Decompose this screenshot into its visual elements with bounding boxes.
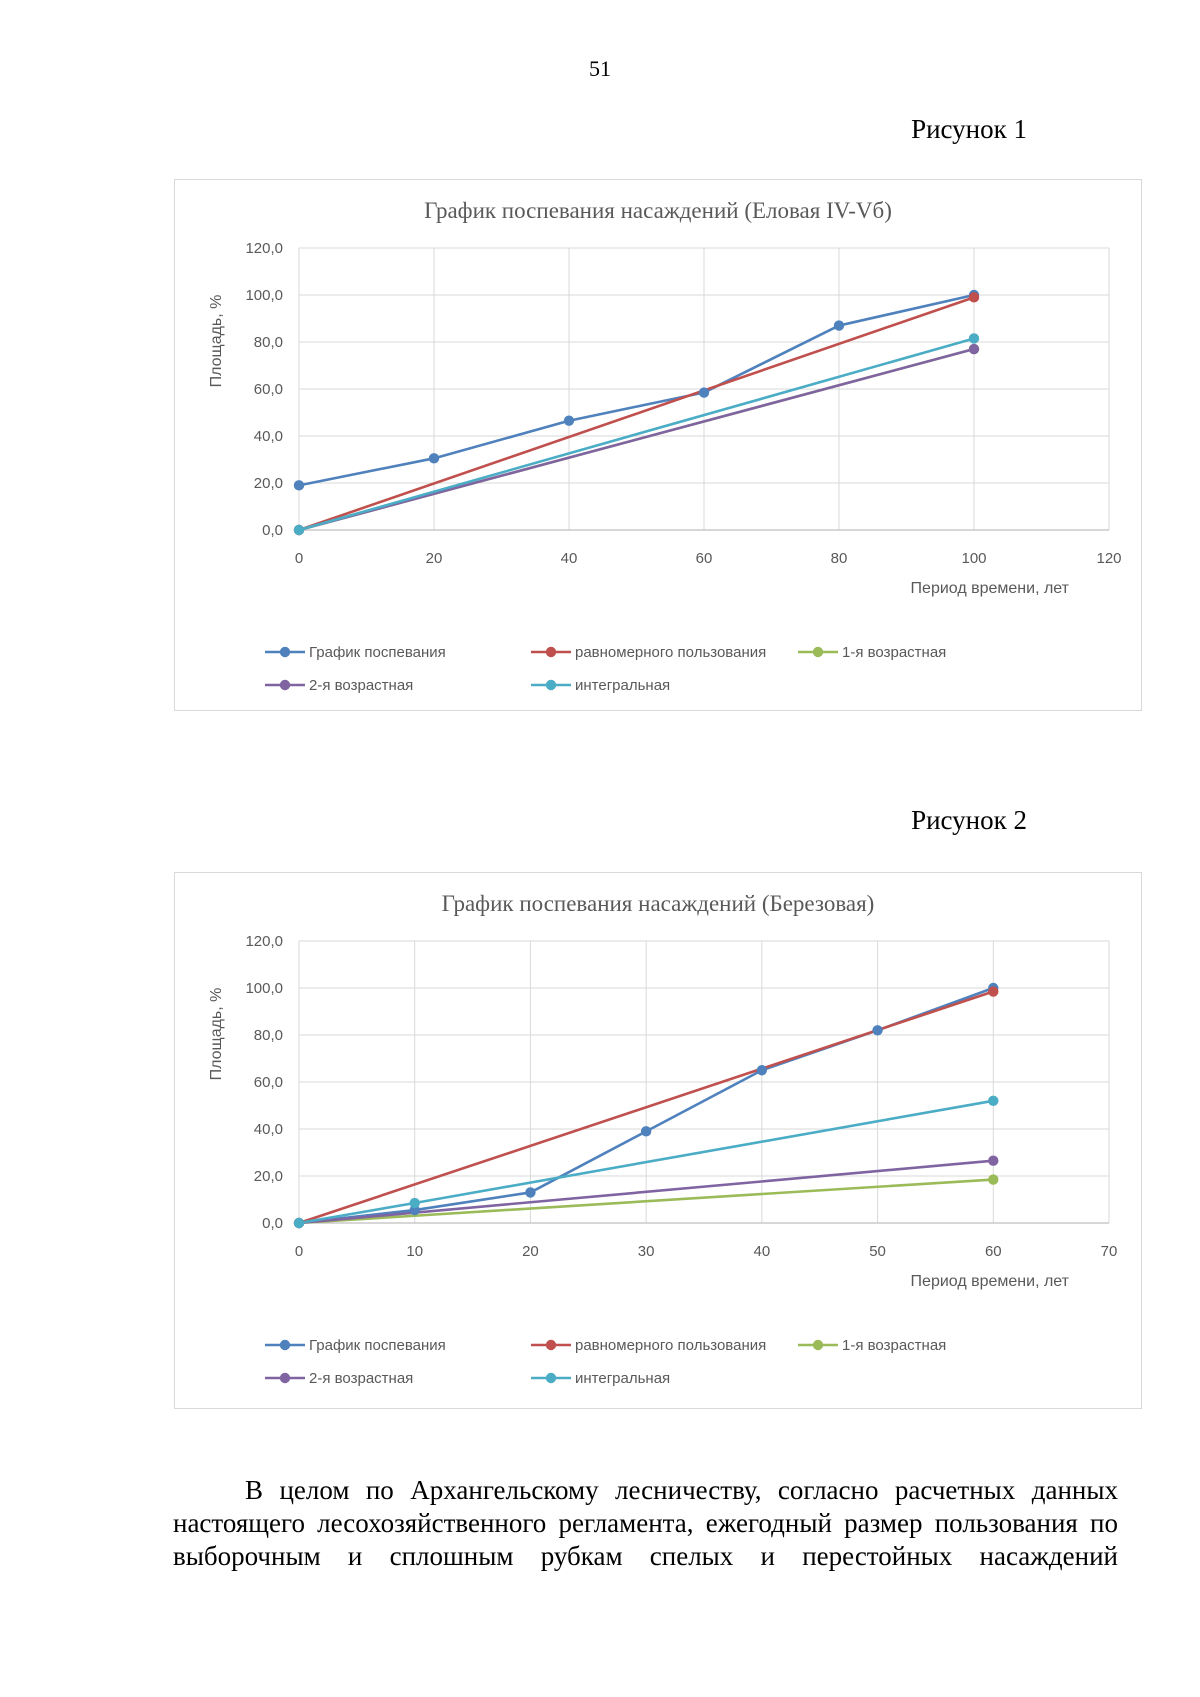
chart-2: График поспевания насаждений (Березовая)… xyxy=(174,872,1142,1409)
y-tick-label: 40,0 xyxy=(254,1121,283,1138)
y-tick-label: 100,0 xyxy=(245,287,283,304)
x-tick-label: 100 xyxy=(961,550,986,567)
x-tick-label: 80 xyxy=(831,550,848,567)
data-point-series-1 xyxy=(428,453,440,464)
legend-marker xyxy=(279,679,291,691)
series-line-3 xyxy=(297,1178,995,1225)
legend-item: 2-я возрастная xyxy=(265,677,413,694)
data-point-series-1 xyxy=(872,1025,883,1036)
legend-item: 1-я возрастная xyxy=(798,1337,946,1354)
x-tick-label: 70 xyxy=(1101,1243,1118,1260)
data-point-series-5 xyxy=(293,524,305,536)
y-tick-label: 120,0 xyxy=(245,933,283,950)
y-tick-label: 20,0 xyxy=(254,1168,283,1185)
data-point-series-2 xyxy=(968,292,980,303)
legend-label: 2-я возрастная xyxy=(309,1370,413,1387)
data-point-series-1 xyxy=(293,480,305,491)
legend-marker xyxy=(545,1372,557,1384)
data-point-series-3 xyxy=(988,1174,999,1185)
y-tick-label: 20,0 xyxy=(254,475,283,492)
data-point-series-1 xyxy=(756,1065,768,1076)
x-tick-label: 120 xyxy=(1096,550,1121,567)
y-tick-label: 60,0 xyxy=(254,1074,283,1091)
y-tick-label: 60,0 xyxy=(254,381,283,398)
legend-item: интегральная xyxy=(531,677,670,694)
legend-item: равномерного пользования xyxy=(531,644,766,661)
data-point-series-1 xyxy=(525,1187,536,1198)
data-point-series-1 xyxy=(698,387,710,398)
x-tick-label: 60 xyxy=(696,550,713,567)
data-point-series-5 xyxy=(293,1217,305,1229)
y-tick-label: 80,0 xyxy=(254,1027,283,1044)
series-line-5 xyxy=(297,337,976,532)
series-line-2 xyxy=(297,296,976,532)
body-paragraph-container: В целом по Архангельскому лесничеству, с… xyxy=(173,1474,1118,1573)
chart-title: График поспевания насаждений (Еловая IV-… xyxy=(424,198,892,223)
series-line-1 xyxy=(297,293,976,487)
x-tick-label: 60 xyxy=(985,1243,1002,1260)
body-paragraph: В целом по Архангельскому лесничеству, с… xyxy=(173,1475,1118,1571)
y-axis-title: Площадь, % xyxy=(208,295,225,388)
legend-label: 1-я возрастная xyxy=(842,1337,946,1354)
legend-item: График поспевания xyxy=(265,1337,446,1354)
data-point-series-4 xyxy=(968,343,980,355)
figure-1-caption: Рисунок 1 xyxy=(911,114,1027,144)
legend-label: интегральная xyxy=(575,1370,670,1387)
legend-label: График поспевания xyxy=(309,644,446,661)
legend-item: График поспевания xyxy=(265,644,446,661)
legend-marker xyxy=(812,1339,824,1351)
data-point-series-4 xyxy=(988,1155,999,1166)
y-tick-label: 40,0 xyxy=(254,428,283,445)
legend-item: равномерного пользования xyxy=(531,1337,766,1354)
legend-label: равномерного пользования xyxy=(575,1337,766,1354)
x-tick-label: 10 xyxy=(406,1243,423,1260)
x-tick-label: 0 xyxy=(295,550,303,567)
y-tick-label: 0,0 xyxy=(262,1215,283,1232)
legend-marker xyxy=(279,1372,291,1384)
x-tick-label: 50 xyxy=(869,1243,886,1260)
y-tick-label: 80,0 xyxy=(254,334,283,351)
legend-label: равномерного пользования xyxy=(575,644,766,661)
y-axis-title: Площадь, % xyxy=(208,988,225,1081)
legend-marker xyxy=(545,1339,557,1351)
y-tick-label: 0,0 xyxy=(262,522,283,539)
chart-1: График поспевания насаждений (Еловая IV-… xyxy=(174,179,1142,711)
x-tick-label: 40 xyxy=(561,550,578,567)
data-point-series-1 xyxy=(640,1126,652,1137)
legend-label: 1-я возрастная xyxy=(842,644,946,661)
legend-item: 2-я возрастная xyxy=(265,1370,413,1387)
x-tick-label: 0 xyxy=(295,1243,303,1260)
chart-svg: График поспевания насаждений (Березовая)… xyxy=(208,891,1118,1387)
legend-marker xyxy=(279,1339,291,1351)
x-tick-label: 30 xyxy=(638,1243,655,1260)
data-point-series-2 xyxy=(988,986,999,997)
figure-2-caption: Рисунок 2 xyxy=(911,805,1027,835)
legend-marker xyxy=(545,646,557,658)
data-point-series-5 xyxy=(988,1095,999,1106)
legend-label: График поспевания xyxy=(309,1337,446,1354)
x-axis-title: Период времени, лет xyxy=(911,1273,1070,1290)
y-tick-label: 120,0 xyxy=(245,240,283,257)
legend-marker xyxy=(279,646,291,658)
y-tick-label: 100,0 xyxy=(245,980,283,997)
chart-svg: График поспевания насаждений (Еловая IV-… xyxy=(208,198,1122,694)
legend-marker xyxy=(812,646,824,658)
data-point-series-5 xyxy=(409,1197,420,1209)
series-line-4 xyxy=(297,347,976,532)
legend-label: 2-я возрастная xyxy=(309,677,413,694)
data-point-series-5 xyxy=(968,333,980,344)
data-point-series-1 xyxy=(563,415,575,426)
legend-marker xyxy=(545,679,557,691)
legend-item: интегральная xyxy=(531,1370,670,1387)
data-point-series-1 xyxy=(833,320,845,331)
page-number: 51 xyxy=(589,56,611,81)
x-tick-label: 20 xyxy=(426,550,443,567)
legend-item: 1-я возрастная xyxy=(798,644,946,661)
x-axis-title: Период времени, лет xyxy=(911,580,1070,597)
x-tick-label: 40 xyxy=(754,1243,771,1260)
x-tick-label: 20 xyxy=(522,1243,539,1260)
chart-title: График поспевания насаждений (Березовая) xyxy=(442,891,875,916)
legend-label: интегральная xyxy=(575,677,670,694)
